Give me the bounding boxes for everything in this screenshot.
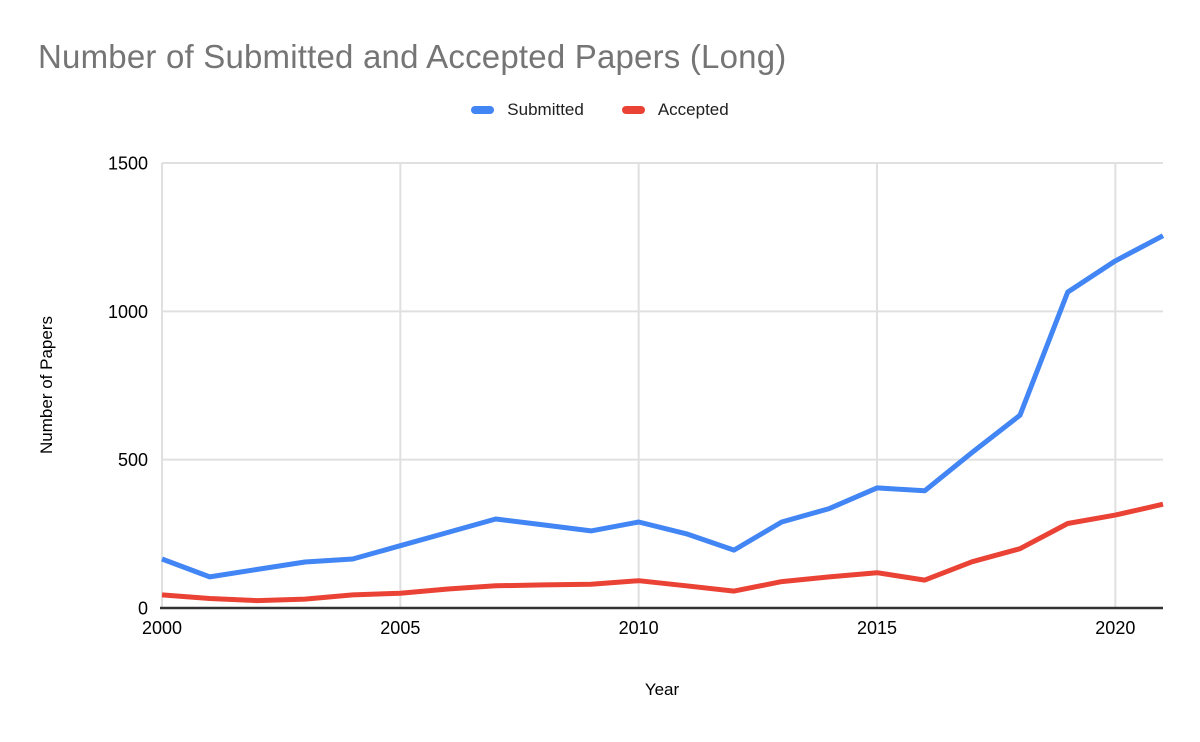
- legend-label-submitted: Submitted: [507, 100, 584, 119]
- x-axis-title: Year: [644, 680, 680, 699]
- submitted-series-swatch-icon: [471, 106, 495, 114]
- x-tick-label-2000: 2000: [142, 618, 182, 638]
- x-tick-label-2010: 2010: [619, 618, 659, 638]
- legend: Submitted Accepted: [0, 100, 1200, 120]
- y-tick-label-0: 0: [138, 599, 148, 619]
- y-tick-label-1000: 1000: [108, 302, 148, 322]
- x-tick-label-2015: 2015: [857, 618, 897, 638]
- series-line-accepted[interactable]: [161, 501, 1164, 604]
- legend-item-submitted[interactable]: Submitted: [471, 100, 584, 120]
- y-tick-label-500: 500: [118, 450, 148, 470]
- accepted-series-swatch-icon: [621, 106, 645, 114]
- chart-title: Number of Submitted and Accepted Papers …: [38, 38, 787, 75]
- x-tick-label-2020: 2020: [1095, 618, 1135, 638]
- legend-item-accepted[interactable]: Accepted: [621, 100, 729, 120]
- y-tick-label-1500: 1500: [108, 154, 148, 174]
- legend-label-accepted: Accepted: [657, 100, 729, 119]
- x-tick-label-2005: 2005: [380, 618, 420, 638]
- series-line-submitted[interactable]: [161, 233, 1165, 580]
